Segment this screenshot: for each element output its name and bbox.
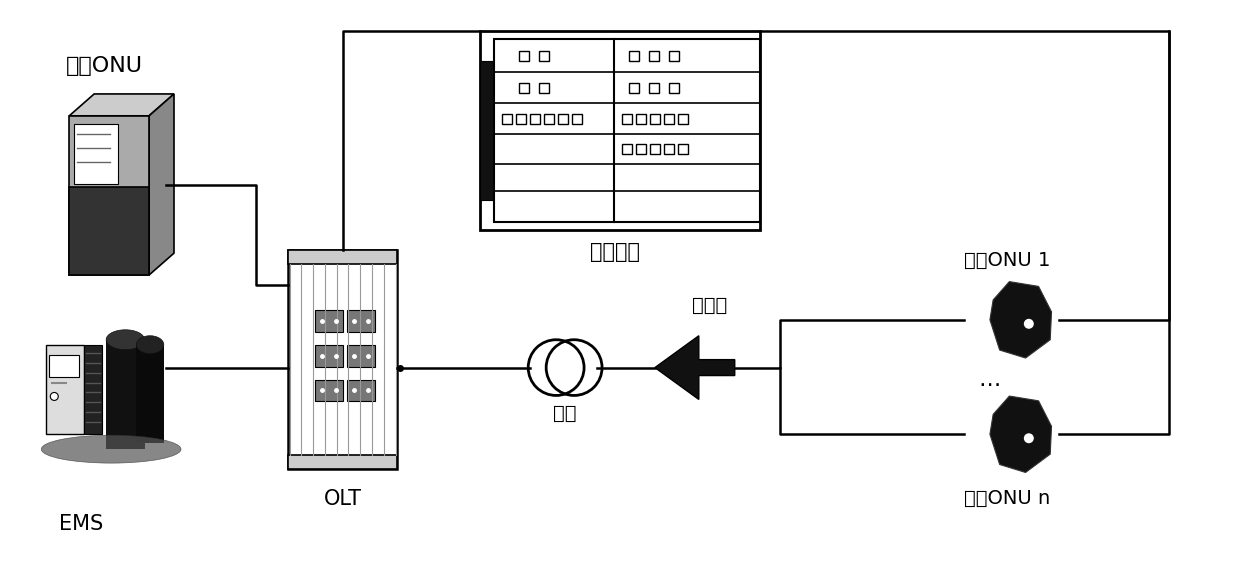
Ellipse shape (107, 330, 145, 350)
Bar (649, 51, 659, 61)
Bar (669, 51, 679, 61)
Bar (636, 114, 646, 124)
Bar (315, 345, 343, 366)
Bar (622, 114, 632, 124)
Bar (315, 310, 343, 332)
Bar (502, 114, 512, 124)
Bar (636, 144, 646, 154)
Circle shape (1023, 433, 1033, 443)
Bar (664, 114, 674, 124)
Bar (539, 51, 549, 61)
Bar (69, 116, 149, 275)
Bar (530, 114, 540, 124)
Text: 分光器: 分光器 (693, 296, 727, 315)
Text: …: … (978, 370, 1000, 390)
Bar (519, 51, 529, 61)
Text: 测试仪表: 测试仪表 (590, 242, 641, 262)
Ellipse shape (136, 336, 164, 354)
Bar (287, 250, 398, 469)
Polygon shape (69, 94, 173, 116)
Bar (558, 114, 569, 124)
Ellipse shape (41, 435, 181, 463)
Bar (74, 124, 118, 184)
Bar (649, 114, 659, 124)
Bar (628, 83, 638, 93)
Text: 仿真ONU: 仿真ONU (66, 56, 144, 76)
Text: 真实ONU n: 真实ONU n (964, 489, 1051, 508)
Bar (46, 345, 84, 435)
Text: OLT: OLT (323, 489, 362, 509)
Bar (347, 345, 374, 366)
Bar (481, 61, 494, 201)
Bar (84, 345, 102, 435)
Bar (664, 144, 674, 154)
Polygon shape (990, 396, 1052, 473)
Bar (517, 114, 527, 124)
Text: 真实ONU 1: 真实ONU 1 (964, 251, 1051, 270)
Bar (347, 379, 374, 402)
Bar (669, 83, 679, 93)
Bar (347, 310, 374, 332)
Bar (494, 39, 760, 222)
Polygon shape (655, 336, 735, 399)
Bar (539, 83, 549, 93)
Text: 光纤: 光纤 (554, 404, 577, 423)
Polygon shape (990, 282, 1052, 358)
Bar (678, 144, 688, 154)
Bar (287, 250, 398, 264)
Bar (107, 340, 145, 449)
Bar (628, 51, 638, 61)
Bar (649, 83, 659, 93)
Bar (649, 144, 659, 154)
Bar (315, 379, 343, 402)
Bar (50, 354, 79, 377)
Bar (572, 114, 582, 124)
Bar (678, 114, 688, 124)
Bar (69, 187, 149, 275)
Polygon shape (149, 94, 173, 275)
Bar (544, 114, 554, 124)
Circle shape (51, 392, 58, 400)
Text: EMS: EMS (59, 514, 103, 534)
Bar (519, 83, 529, 93)
Bar (136, 345, 164, 443)
Bar (287, 455, 398, 469)
Circle shape (1023, 319, 1033, 329)
Bar (481, 31, 760, 230)
Bar (622, 144, 632, 154)
